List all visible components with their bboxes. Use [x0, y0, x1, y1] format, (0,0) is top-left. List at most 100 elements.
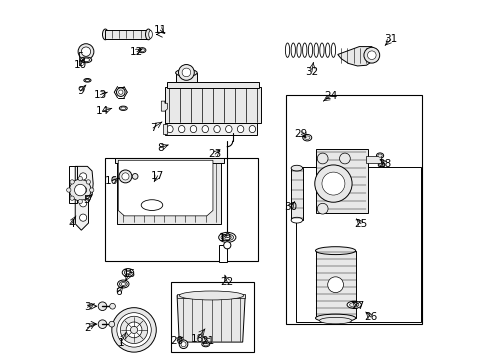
Ellipse shape: [302, 134, 311, 141]
Bar: [296, 167, 421, 322]
Ellipse shape: [121, 283, 125, 285]
Circle shape: [223, 242, 230, 249]
Ellipse shape: [145, 29, 151, 40]
Ellipse shape: [290, 217, 302, 223]
Ellipse shape: [179, 291, 244, 300]
Circle shape: [363, 47, 379, 63]
Text: 11: 11: [153, 25, 166, 35]
Circle shape: [122, 173, 129, 180]
Circle shape: [78, 44, 94, 59]
Ellipse shape: [308, 43, 312, 57]
Ellipse shape: [302, 43, 306, 57]
Circle shape: [179, 340, 187, 348]
Text: 23: 23: [208, 149, 221, 159]
Text: 29: 29: [294, 129, 307, 139]
Circle shape: [317, 203, 327, 214]
Circle shape: [89, 188, 94, 192]
Text: 15: 15: [122, 269, 135, 279]
Ellipse shape: [119, 106, 127, 111]
Circle shape: [109, 321, 115, 327]
Ellipse shape: [202, 342, 209, 347]
Ellipse shape: [119, 282, 127, 287]
Ellipse shape: [124, 270, 131, 275]
Circle shape: [86, 196, 90, 200]
Text: 8: 8: [157, 143, 163, 153]
Text: 27: 27: [350, 301, 364, 311]
Ellipse shape: [102, 29, 108, 40]
Circle shape: [182, 68, 190, 77]
Ellipse shape: [82, 58, 89, 62]
Text: 25: 25: [354, 219, 367, 229]
Ellipse shape: [379, 163, 383, 166]
Circle shape: [119, 170, 132, 183]
Text: 22: 22: [220, 277, 233, 287]
Ellipse shape: [175, 69, 197, 76]
Text: 19: 19: [219, 233, 232, 243]
Bar: [315, 251, 355, 318]
Circle shape: [112, 308, 156, 352]
Ellipse shape: [330, 43, 335, 57]
Circle shape: [78, 176, 82, 181]
Text: 6: 6: [115, 287, 122, 297]
Ellipse shape: [178, 126, 184, 133]
Ellipse shape: [80, 57, 92, 63]
Circle shape: [321, 172, 344, 195]
Circle shape: [70, 180, 74, 184]
Ellipse shape: [319, 43, 324, 57]
Bar: [105, 30, 148, 39]
Circle shape: [98, 320, 106, 328]
Ellipse shape: [141, 200, 163, 211]
Polygon shape: [337, 46, 376, 66]
Circle shape: [70, 196, 74, 200]
Ellipse shape: [121, 107, 125, 109]
Ellipse shape: [315, 314, 355, 322]
Ellipse shape: [148, 31, 152, 39]
Polygon shape: [177, 296, 244, 342]
Ellipse shape: [190, 126, 196, 133]
Bar: [171, 282, 254, 352]
Ellipse shape: [313, 43, 318, 57]
Ellipse shape: [237, 126, 244, 133]
Ellipse shape: [223, 235, 231, 239]
Text: 9: 9: [77, 86, 83, 96]
Circle shape: [81, 47, 90, 56]
Text: 28: 28: [378, 159, 391, 169]
Text: 26: 26: [364, 312, 377, 322]
Text: 21: 21: [201, 336, 214, 346]
Ellipse shape: [218, 232, 235, 242]
Ellipse shape: [296, 43, 301, 57]
Ellipse shape: [290, 165, 302, 171]
Circle shape: [126, 322, 142, 338]
Ellipse shape: [225, 126, 232, 133]
Bar: [290, 168, 302, 220]
Bar: [163, 124, 167, 134]
Text: 32: 32: [305, 67, 318, 77]
Circle shape: [119, 90, 122, 94]
Circle shape: [116, 88, 125, 96]
Text: 5: 5: [83, 195, 90, 205]
Ellipse shape: [349, 303, 358, 307]
Ellipse shape: [85, 79, 89, 81]
Text: 13: 13: [94, 90, 107, 100]
Ellipse shape: [376, 153, 383, 158]
Circle shape: [80, 173, 86, 180]
Ellipse shape: [285, 43, 289, 57]
Bar: [177, 294, 244, 298]
Circle shape: [98, 302, 106, 311]
Circle shape: [78, 199, 82, 204]
Bar: [315, 149, 367, 213]
Ellipse shape: [202, 126, 208, 133]
Text: 12: 12: [130, 46, 143, 57]
Circle shape: [132, 174, 138, 179]
Ellipse shape: [117, 280, 129, 288]
Ellipse shape: [126, 271, 129, 274]
Circle shape: [69, 179, 91, 201]
Ellipse shape: [221, 234, 233, 240]
Ellipse shape: [290, 43, 295, 57]
Bar: [175, 73, 197, 82]
Circle shape: [109, 303, 115, 309]
Bar: [285, 95, 421, 324]
Bar: [117, 161, 221, 224]
Circle shape: [178, 64, 194, 80]
Ellipse shape: [319, 318, 351, 324]
